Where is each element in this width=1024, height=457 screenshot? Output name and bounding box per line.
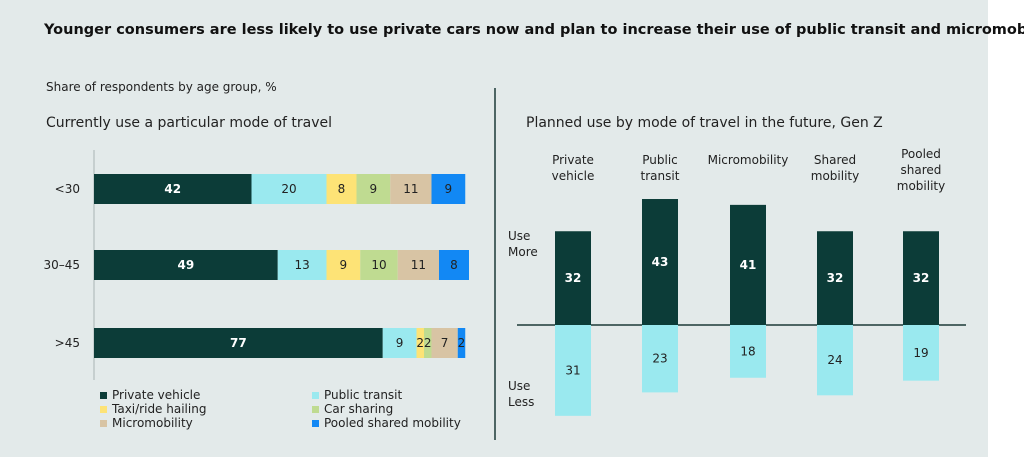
- use-more-bar: [730, 204, 766, 325]
- legend-micromobility: Micromobility: [100, 416, 193, 430]
- stacked-bar-segment: [360, 250, 398, 280]
- use-less-bar: [555, 325, 591, 416]
- right-category-label: Pooled: [901, 147, 941, 161]
- stacked-bar-segment: [431, 328, 458, 358]
- legend-label: Taxi/ride hailing: [112, 402, 207, 416]
- use-more-bar: [817, 231, 853, 325]
- left-chart-title: Currently use a particular mode of trave…: [46, 115, 333, 131]
- use-more-value: 32: [913, 271, 930, 285]
- left-category-label: 30–45: [43, 258, 80, 272]
- right-category-label: mobility: [897, 179, 945, 193]
- right-category-label: vehicle: [552, 169, 595, 183]
- stacked-bar-segment: [277, 250, 327, 280]
- bar-data-label: 8: [338, 182, 346, 196]
- stacked-bar-segment: [94, 174, 252, 204]
- legend-pooled-shared-mobility: Pooled shared mobility: [312, 416, 461, 430]
- legend-swatch-pooled-shared-mobility: [312, 419, 319, 427]
- stacked-bar-segment: [94, 328, 383, 358]
- use-less-label: Less: [508, 395, 534, 409]
- legend-label: Micromobility: [112, 416, 193, 430]
- use-less-value: 18: [740, 344, 755, 358]
- legend-label: Car sharing: [324, 402, 394, 416]
- stacked-bar-segment: [416, 328, 424, 358]
- use-less-bar: [817, 325, 853, 396]
- bar-data-label: 8: [450, 258, 458, 272]
- right-category-label: Public: [642, 153, 678, 167]
- legend-swatch-private-vehicle: [100, 391, 107, 399]
- legend-label: Pooled shared mobility: [324, 416, 461, 430]
- bar-data-label: 42: [164, 182, 181, 196]
- legend-public-transit: Public transit: [312, 388, 402, 402]
- use-more-value: 43: [652, 255, 669, 269]
- bar-data-label: 9: [396, 336, 404, 350]
- use-less-bar: [903, 325, 939, 381]
- stacked-bar-segment: [251, 174, 327, 204]
- stacked-bar-segment: [382, 328, 417, 358]
- stacked-bar-segment: [356, 174, 391, 204]
- use-more-bar: [642, 199, 678, 325]
- right-category-label: transit: [641, 169, 680, 183]
- right-category-label: shared: [901, 163, 942, 177]
- bar-data-label: 77: [230, 336, 247, 350]
- bar-data-label: 2: [458, 336, 466, 350]
- legend-taxi-ride-hailing: Taxi/ride hailing: [100, 402, 206, 416]
- legend-car-sharing: Car sharing: [312, 402, 393, 416]
- right-category-label: Micromobility: [708, 153, 789, 167]
- use-less-value: 24: [827, 353, 842, 367]
- right-category-label: Shared: [814, 153, 856, 167]
- use-more-value: 32: [565, 271, 582, 285]
- bar-data-label: 2: [424, 336, 432, 350]
- right-category-label: Private: [552, 153, 594, 167]
- bar-data-label: 20: [281, 182, 296, 196]
- use-less-bar: [730, 325, 766, 378]
- legend-label: Private vehicle: [112, 388, 201, 402]
- bar-data-label: 10: [371, 258, 386, 272]
- left-category-label: <30: [55, 182, 80, 196]
- stacked-bar-segment: [424, 328, 432, 358]
- left-category-label: >45: [55, 336, 80, 350]
- stacked-bar-segment: [390, 174, 432, 204]
- use-more-label: Use: [508, 229, 530, 243]
- bar-data-label: 7: [441, 336, 449, 350]
- bar-data-label: 13: [294, 258, 309, 272]
- legend-swatch-taxi-ride-hailing: [100, 405, 107, 413]
- right-category-label: mobility: [811, 169, 859, 183]
- use-more-bar: [555, 231, 591, 325]
- stacked-bar-segment: [439, 250, 469, 280]
- bar-data-label: 49: [178, 258, 195, 272]
- legend-label: Public transit: [324, 388, 403, 402]
- use-less-value: 23: [652, 352, 667, 366]
- use-more-value: 41: [740, 258, 757, 272]
- stacked-bar-segment: [397, 250, 439, 280]
- bar-data-label: 9: [340, 258, 348, 272]
- chart-title: Younger consumers are less likely to use…: [44, 22, 1024, 38]
- stacked-bar-segment: [326, 250, 361, 280]
- use-more-value: 32: [827, 271, 844, 285]
- bar-data-label: 11: [411, 258, 426, 272]
- bar-data-label: 9: [370, 182, 378, 196]
- legend-swatch-public-transit: [312, 391, 319, 399]
- legend-private-vehicle: Private vehicle: [100, 388, 200, 402]
- charts-svg: <30 42 20 8 9 11 930–45 49 13 9 10 11 8>45 77 9 2 2 7 2Use…: [43, 88, 966, 440]
- use-less-value: 31: [565, 363, 580, 377]
- use-less-label: Use: [508, 379, 530, 393]
- use-more-bar: [903, 231, 939, 325]
- stacked-bar-segment: [94, 250, 278, 280]
- bar-data-label: 9: [445, 182, 453, 196]
- chart-subtitle: Share of respondents by age group, %: [46, 80, 277, 94]
- use-less-bar: [642, 325, 678, 393]
- legend-swatch-micromobility: [100, 419, 107, 427]
- stacked-bar-segment: [326, 174, 357, 204]
- legend-swatch-car-sharing: [312, 405, 319, 413]
- bar-data-label: 2: [416, 336, 424, 350]
- right-chart-title: Planned use by mode of travel in the fut…: [526, 115, 883, 131]
- use-less-value: 19: [913, 346, 928, 360]
- bar-data-label: 11: [403, 182, 418, 196]
- stacked-bar-segment: [431, 174, 466, 204]
- use-more-label: More: [508, 245, 538, 259]
- stacked-bar-segment: [457, 328, 466, 358]
